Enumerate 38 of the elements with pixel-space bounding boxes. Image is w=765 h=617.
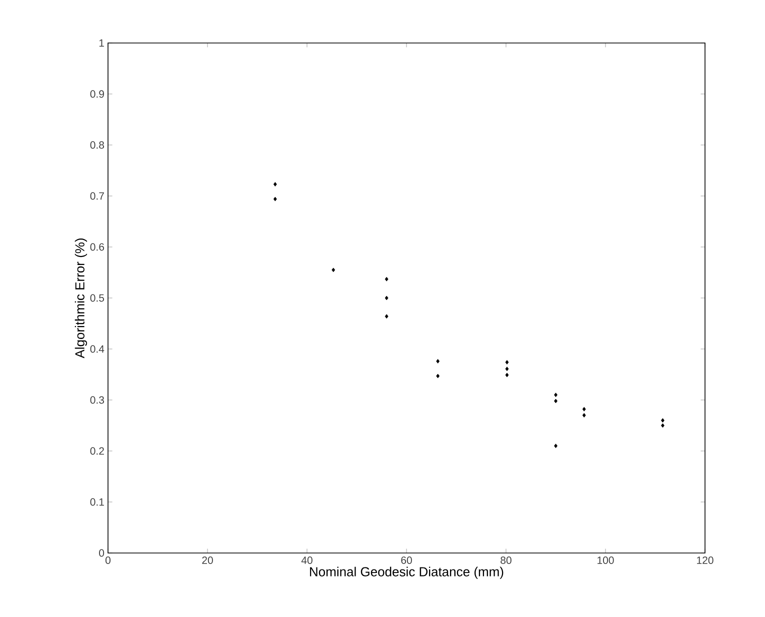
x-axis-title: Nominal Geodesic Diatance (mm) [310,566,504,579]
x-tick-label: 40 [301,556,312,564]
x-tick-label: 20 [202,556,213,564]
y-tick-label: 0.7 [90,192,104,200]
point [436,374,440,378]
point [554,392,558,398]
x-tick-label: 60 [401,556,412,564]
y-axis-title: Algorithmic Error (%) [74,238,88,358]
point [384,296,388,300]
x-tick-label: 80 [500,556,512,564]
x-tick-label: 0 [105,556,111,564]
y-tick-label: 0.2 [90,447,104,455]
y-tick-label: 0.4 [90,345,104,353]
point [582,413,586,418]
point [582,406,586,412]
y-tick-label: 0.5 [90,294,104,302]
point [661,418,664,423]
y-tick-label: 0.6 [90,243,104,251]
point [384,276,388,282]
point [384,314,388,319]
point [273,182,277,186]
y-tick-label: 0.1 [90,498,104,506]
y-tick-label: 0.8 [90,141,104,149]
point [505,372,509,378]
x-tick-label: 120 [697,556,714,564]
x-tick-label: 100 [598,556,614,564]
y-tick-label: 0 [99,549,104,557]
point [505,366,509,372]
y-tick-label: 0.9 [90,90,104,98]
point [661,423,664,428]
point [554,398,558,404]
y-tick-label: 0.3 [90,396,104,404]
point [505,360,509,364]
point [436,359,440,364]
point [332,268,336,272]
point [554,444,558,448]
point [273,196,277,202]
y-tick-label: 1 [99,39,104,47]
